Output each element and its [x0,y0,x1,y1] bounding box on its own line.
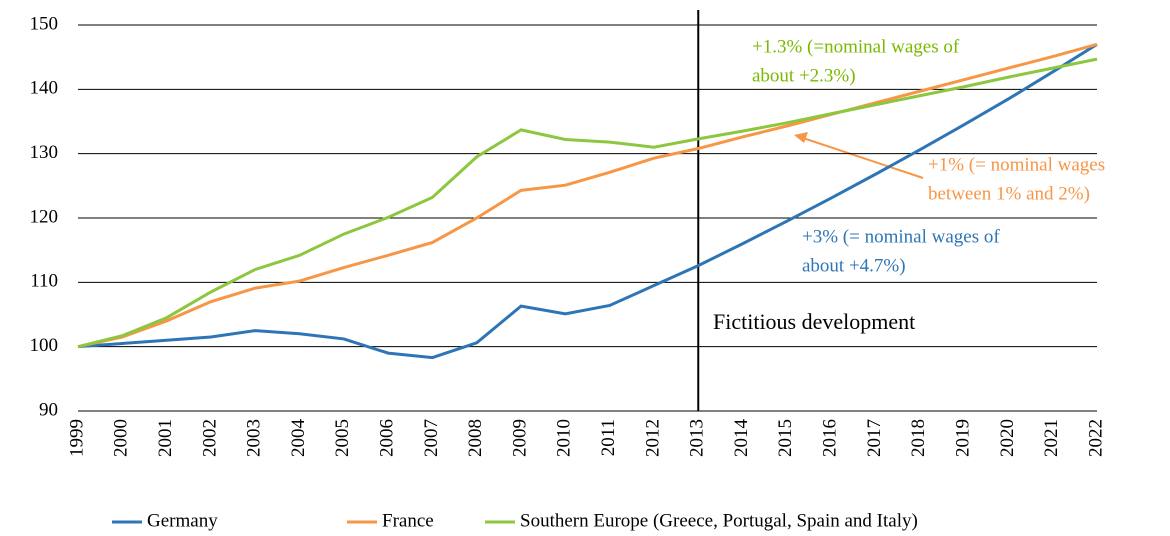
y-tick-label: 150 [30,13,59,34]
annotation: between 1% and 2%) [928,183,1090,204]
series-line [77,57,1098,349]
x-tick-label: 2007 [421,419,442,457]
legend-label: France [382,510,434,531]
y-tick-label: 120 [30,206,59,227]
x-tick-label: 2002 [199,419,220,457]
x-tick-label: 2004 [288,419,309,458]
legend-label: Southern Europe (Greece, Portugal, Spain… [520,510,918,531]
x-tick-label: 2017 [864,419,885,457]
annotation: Fictitious development [713,309,915,334]
arrow [799,136,924,179]
x-tick-label: 2019 [952,419,973,457]
arrow-head [794,132,808,143]
x-tick-label: 2011 [598,419,619,456]
x-tick-label: 2021 [1041,419,1062,457]
x-tick-label: 2008 [465,419,486,457]
x-tick-label: 2018 [908,419,929,457]
x-tick-label: 2000 [111,419,132,457]
x-tick-label: 2016 [820,419,841,457]
x-tick-label: 2015 [775,419,796,457]
annotation: +3% (= nominal wages of [802,226,1000,247]
y-tick-label: 100 [30,335,59,356]
x-tick-label: 2014 [731,419,752,458]
y-tick-label: 110 [30,271,58,292]
x-tick-label: 2012 [642,419,663,457]
x-tick-label: 2009 [509,419,530,457]
x-tick-label: 2005 [332,419,353,457]
x-tick-label: 2006 [376,419,397,457]
x-tick-label: 2001 [155,419,176,457]
x-tick-label: 1999 [66,419,87,457]
annotation: about +2.3%) [752,65,856,86]
annotation: +1.3% (=nominal wages of [752,36,960,57]
annotation: about +4.7%) [802,255,906,276]
series-line [77,42,1098,349]
annotation: +1% (= nominal wages [928,154,1105,175]
x-tick-label: 2020 [997,419,1018,457]
legend-label: Germany [147,510,218,531]
x-tick-label: 2022 [1085,419,1106,457]
x-tick-label: 2013 [687,419,708,457]
series-line [77,43,1098,360]
y-tick-label: 130 [30,142,59,163]
y-tick-label: 90 [39,399,58,420]
x-tick-label: 2003 [244,419,265,457]
y-tick-label: 140 [30,78,59,99]
x-tick-label: 2010 [554,419,575,457]
